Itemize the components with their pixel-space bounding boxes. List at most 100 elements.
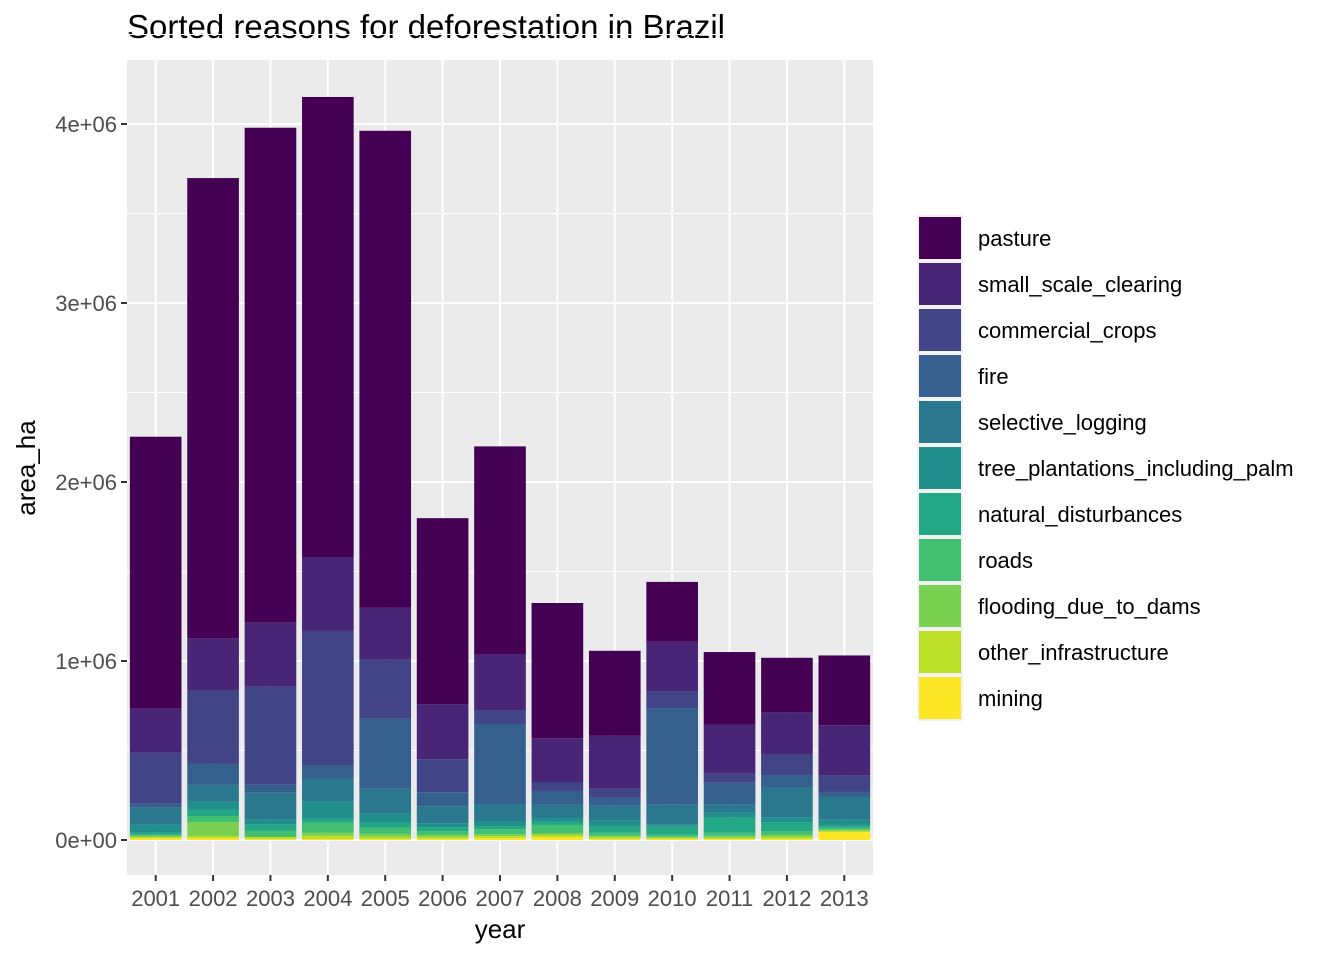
bar-segment-selective_logging-2013 bbox=[818, 796, 871, 820]
bar-segment-tree_plantations_including_palm-2007 bbox=[474, 821, 526, 827]
bar-segment-fire-2003 bbox=[244, 784, 297, 793]
bar-segment-mining-2009 bbox=[588, 838, 641, 840]
bar-segment-commercial_crops-2002 bbox=[187, 689, 239, 764]
bar-segment-fire-2010 bbox=[646, 708, 698, 805]
bar-segment-other_infrastructure-2001 bbox=[129, 836, 182, 839]
bar-segment-pasture-2003 bbox=[244, 127, 297, 623]
bar-segment-roads-2004 bbox=[302, 822, 354, 833]
bar-segment-commercial_crops-2010 bbox=[646, 691, 698, 709]
bar-segment-roads-2002 bbox=[187, 816, 239, 823]
legend-swatch-flooding_due_to_dams bbox=[919, 585, 961, 627]
bar-segment-flooding_due_to_dams-2001 bbox=[129, 835, 182, 837]
x-tick-label: 2001 bbox=[131, 886, 180, 911]
bar-segment-natural_disturbances-2002 bbox=[187, 809, 239, 817]
bar-segment-selective_logging-2012 bbox=[761, 787, 813, 818]
bar-segment-pasture-2005 bbox=[359, 130, 412, 608]
bar-segment-other_infrastructure-2009 bbox=[588, 836, 641, 839]
bar-segment-pasture-2011 bbox=[703, 652, 756, 725]
bar-segment-tree_plantations_including_palm-2013 bbox=[818, 819, 871, 826]
bar-segment-roads-2007 bbox=[474, 829, 526, 835]
bar-segment-roads-2010 bbox=[646, 834, 698, 837]
bar-segment-flooding_due_to_dams-2013 bbox=[818, 829, 871, 831]
bar-segment-flooding_due_to_dams-2005 bbox=[359, 833, 412, 837]
bar-segment-mining-2013 bbox=[818, 831, 871, 840]
bar-segment-small_scale_clearing-2009 bbox=[588, 735, 641, 789]
legend-label: selective_logging bbox=[978, 410, 1147, 435]
x-tick-label: 2013 bbox=[820, 886, 869, 911]
bar-segment-selective_logging-2010 bbox=[646, 804, 698, 825]
bar-segment-pasture-2004 bbox=[302, 96, 354, 558]
bar-segment-fire-2009 bbox=[588, 797, 641, 806]
legend-swatch-mining bbox=[919, 677, 961, 719]
bar-segment-natural_disturbances-2011 bbox=[703, 817, 756, 833]
legend-swatch-other_infrastructure bbox=[919, 631, 961, 673]
bar-segment-selective_logging-2004 bbox=[302, 778, 354, 802]
bar-segment-roads-2001 bbox=[129, 834, 182, 836]
legend-swatch-small_scale_clearing bbox=[919, 263, 961, 305]
bar-segment-other_infrastructure-2010 bbox=[646, 837, 698, 839]
bar-segment-tree_plantations_including_palm-2005 bbox=[359, 813, 412, 823]
x-tick-label: 2009 bbox=[590, 886, 639, 911]
bar-segment-mining-2012 bbox=[761, 838, 813, 840]
bar-segment-tree_plantations_including_palm-2010 bbox=[646, 824, 698, 827]
bar-segment-commercial_crops-2001 bbox=[129, 752, 182, 804]
x-tick-label: 2006 bbox=[418, 886, 467, 911]
bar-segment-other_infrastructure-2006 bbox=[416, 836, 469, 839]
bar-segment-flooding_due_to_dams-2010 bbox=[646, 836, 698, 838]
bar-segment-flooding_due_to_dams-2011 bbox=[703, 835, 756, 838]
bar-segment-small_scale_clearing-2010 bbox=[646, 641, 698, 692]
bar-segment-fire-2012 bbox=[761, 775, 813, 788]
bar-segment-roads-2011 bbox=[703, 832, 756, 836]
bar-segment-commercial_crops-2009 bbox=[588, 788, 641, 798]
bar-segment-mining-2003 bbox=[244, 838, 297, 840]
bar-segment-tree_plantations_including_palm-2003 bbox=[244, 819, 297, 825]
bar-segment-selective_logging-2009 bbox=[588, 805, 641, 821]
bar-segment-small_scale_clearing-2001 bbox=[129, 708, 182, 753]
bar-segment-small_scale_clearing-2002 bbox=[187, 638, 239, 690]
bar-segment-pasture-2006 bbox=[416, 518, 469, 705]
bar-segment-other_infrastructure-2004 bbox=[302, 835, 354, 839]
bar-segment-mining-2004 bbox=[302, 838, 354, 840]
bar-segment-other_infrastructure-2011 bbox=[703, 837, 756, 839]
bar-segment-small_scale_clearing-2011 bbox=[703, 724, 756, 774]
bar-segment-pasture-2002 bbox=[187, 178, 239, 639]
bar-segment-fire-2007 bbox=[474, 724, 526, 805]
bar-segment-tree_plantations_including_palm-2004 bbox=[302, 801, 354, 819]
bar-segment-natural_disturbances-2004 bbox=[302, 818, 354, 823]
x-tick-label: 2004 bbox=[303, 886, 352, 911]
legend-label: small_scale_clearing bbox=[978, 272, 1182, 297]
bar-segment-fire-2011 bbox=[703, 782, 756, 805]
bar-segment-commercial_crops-2008 bbox=[531, 782, 584, 791]
bar-segment-pasture-2008 bbox=[531, 603, 584, 739]
bar-segment-fire-2004 bbox=[302, 764, 354, 779]
bar-segment-small_scale_clearing-2007 bbox=[474, 654, 526, 711]
bar-segment-small_scale_clearing-2005 bbox=[359, 607, 412, 660]
bar-segment-commercial_crops-2013 bbox=[818, 775, 871, 792]
legend-label: pasture bbox=[978, 226, 1051, 251]
bar-segment-tree_plantations_including_palm-2011 bbox=[703, 812, 756, 818]
bar-segment-natural_disturbances-2012 bbox=[761, 822, 813, 832]
bar-segment-pasture-2012 bbox=[761, 657, 813, 713]
legend-swatch-natural_disturbances bbox=[919, 493, 961, 535]
bar-segment-selective_logging-2001 bbox=[129, 807, 182, 825]
bar-segment-natural_disturbances-2007 bbox=[474, 826, 526, 830]
bar-segment-natural_disturbances-2005 bbox=[359, 822, 412, 828]
bar-segment-flooding_due_to_dams-2007 bbox=[474, 834, 526, 837]
legend-label: commercial_crops bbox=[978, 318, 1157, 343]
bar-segment-flooding_due_to_dams-2006 bbox=[416, 834, 469, 837]
bar-segment-selective_logging-2008 bbox=[531, 804, 584, 818]
bar-segment-roads-2006 bbox=[416, 831, 469, 835]
legend-swatch-roads bbox=[919, 539, 961, 581]
y-tick-label: 1e+06 bbox=[55, 649, 117, 674]
y-axis: 0e+00 1e+06 2e+06 3e+06 4e+06 bbox=[55, 112, 127, 853]
bar-segment-natural_disturbances-2008 bbox=[531, 821, 584, 825]
legend-label: flooding_due_to_dams bbox=[978, 594, 1201, 619]
legend-swatch-commercial_crops bbox=[919, 309, 961, 351]
bar-segment-roads-2012 bbox=[761, 831, 813, 835]
bar-segment-commercial_crops-2007 bbox=[474, 710, 526, 725]
bar-segment-other_infrastructure-2012 bbox=[761, 836, 813, 839]
bar-segment-selective_logging-2011 bbox=[703, 804, 756, 813]
bar-segment-mining-2007 bbox=[474, 838, 526, 840]
legend-label: other_infrastructure bbox=[978, 640, 1169, 665]
bar-segment-mining-2006 bbox=[416, 838, 469, 840]
